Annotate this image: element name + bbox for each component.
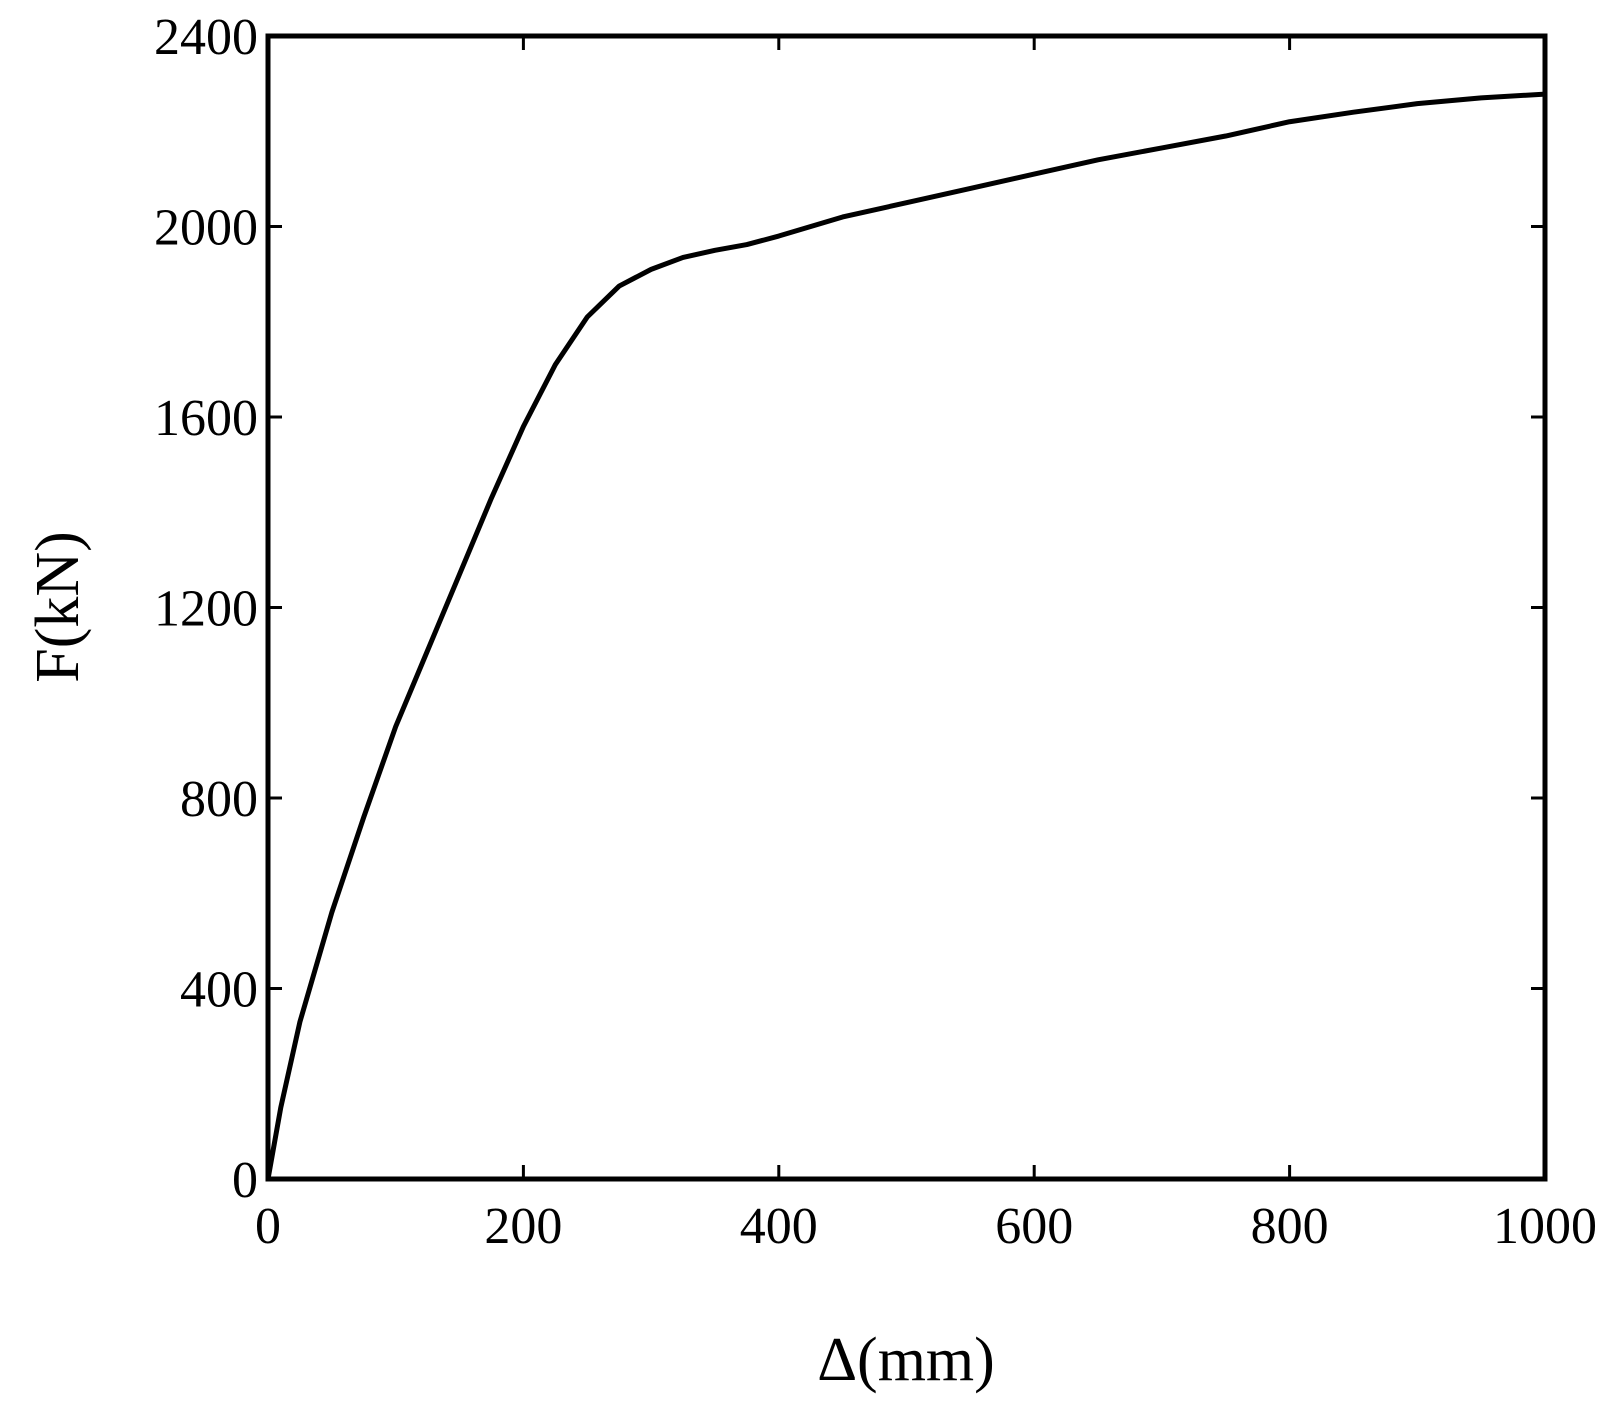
- x-tick-label: 600: [995, 1198, 1073, 1255]
- x-tick-label: 0: [255, 1198, 281, 1255]
- x-tick-label: 200: [484, 1198, 562, 1255]
- y-tick-label: 1600: [154, 390, 258, 447]
- x-tick-label: 1000: [1493, 1198, 1597, 1255]
- y-tick-label: 2000: [154, 200, 258, 257]
- plot-frame: [265, 33, 1548, 1182]
- x-axis-label: Δ(mm): [817, 1326, 995, 1394]
- y-axis-label: F(kN): [24, 531, 92, 683]
- y-tick-label: 0: [232, 1152, 258, 1209]
- y-tick-label: 800: [180, 771, 258, 828]
- y-tick-label: 2400: [154, 9, 258, 66]
- data-line: [265, 91, 1546, 1180]
- x-tick-label: 800: [1251, 1198, 1329, 1255]
- y-tick-label: 400: [180, 962, 258, 1019]
- y-tick-label: 1200: [154, 581, 258, 638]
- x-tick-label: 400: [740, 1198, 818, 1255]
